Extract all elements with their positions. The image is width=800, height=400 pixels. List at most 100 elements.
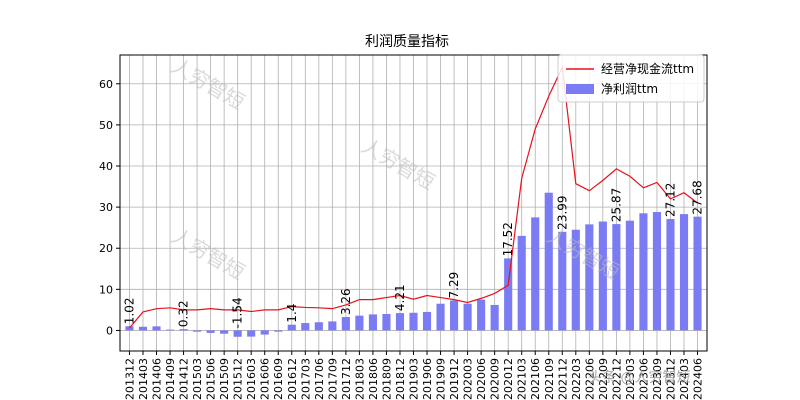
x-tick-label: 202109 bbox=[543, 358, 556, 400]
x-tick-label: 201606 bbox=[259, 358, 272, 400]
legend-bar-swatch bbox=[566, 84, 594, 94]
bar bbox=[463, 303, 472, 331]
y-tick-label: 60 bbox=[99, 78, 113, 91]
watermark-text: 人穷智短 bbox=[168, 224, 249, 285]
x-tick-label: 202406 bbox=[692, 358, 705, 400]
bar bbox=[193, 330, 202, 332]
bar bbox=[152, 326, 161, 331]
x-tick-label: 202303 bbox=[624, 358, 637, 400]
bar bbox=[368, 314, 377, 331]
bar bbox=[409, 312, 418, 331]
x-tick-label: 201912 bbox=[448, 358, 461, 400]
line-series bbox=[129, 65, 698, 329]
data-label: 17.52 bbox=[501, 222, 515, 256]
bar bbox=[395, 313, 405, 331]
data-label: 3.26 bbox=[339, 288, 353, 315]
data-label: 27.12 bbox=[663, 183, 677, 217]
x-tick-label: 202006 bbox=[475, 358, 488, 400]
x-tick-label: 201403 bbox=[137, 358, 150, 400]
x-tick-label: 201612 bbox=[286, 358, 299, 400]
data-label: 27.68 bbox=[691, 180, 705, 214]
bar bbox=[693, 216, 702, 331]
x-tick-label: 201803 bbox=[353, 358, 366, 400]
legend: 经营净现金流ttm 净利润ttm bbox=[557, 54, 705, 103]
x-tick-label: 202003 bbox=[462, 358, 475, 400]
data-label: 7.29 bbox=[447, 272, 461, 299]
bar bbox=[666, 218, 675, 331]
legend-entry-netprofit: 净利润ttm bbox=[601, 82, 658, 96]
data-label: 25.87 bbox=[609, 188, 623, 222]
watermark-text: 人穷智短 bbox=[543, 224, 624, 285]
x-tick-label: 201509 bbox=[218, 358, 231, 400]
x-tick-label: 202009 bbox=[489, 358, 502, 400]
x-axis-ticks: 201312 201403 201406 201409 201412 201503 2015… bbox=[123, 351, 705, 400]
data-label: 23.99 bbox=[555, 195, 569, 229]
x-tick-label: 201906 bbox=[421, 358, 434, 400]
bar bbox=[138, 326, 148, 331]
data-label: 1.02 bbox=[122, 298, 136, 325]
x-tick-label: 201806 bbox=[367, 358, 380, 400]
bar bbox=[179, 329, 188, 331]
data-labels: 1.02 0.32 -1.54 1.4 3.26 4.21 7.29 17.52 23.99 25… bbox=[122, 180, 704, 328]
x-tick-label: 201712 bbox=[340, 358, 353, 400]
bar bbox=[125, 326, 134, 331]
bar bbox=[314, 322, 323, 331]
bar bbox=[247, 330, 256, 337]
x-tick-label: 201609 bbox=[272, 358, 285, 400]
x-tick-label: 201703 bbox=[299, 358, 312, 400]
y-tick-label: 40 bbox=[99, 160, 113, 173]
bar bbox=[341, 317, 350, 331]
x-tick-label: 202206 bbox=[583, 358, 596, 400]
y-tick-label: 50 bbox=[99, 119, 113, 132]
bar bbox=[260, 330, 269, 335]
bar bbox=[598, 221, 607, 331]
data-label: 1.4 bbox=[285, 304, 299, 323]
bar bbox=[220, 330, 229, 334]
bar bbox=[585, 224, 594, 331]
bar bbox=[504, 258, 513, 331]
bar bbox=[206, 330, 215, 333]
bar bbox=[165, 329, 175, 331]
x-tick-label: 201506 bbox=[205, 358, 218, 400]
x-tick-label: 202106 bbox=[529, 358, 542, 400]
bar bbox=[450, 300, 459, 331]
bar bbox=[625, 220, 634, 331]
x-tick-label: 202209 bbox=[597, 358, 610, 400]
x-tick-label: 201909 bbox=[435, 358, 448, 400]
bar bbox=[679, 214, 689, 331]
x-tick-label: 201409 bbox=[164, 358, 177, 400]
x-tick-label: 201406 bbox=[151, 358, 164, 400]
x-tick-label: 202212 bbox=[610, 358, 623, 400]
bar-series bbox=[125, 192, 702, 337]
bar bbox=[355, 315, 364, 331]
legend-box bbox=[557, 54, 705, 103]
x-tick-label: 201709 bbox=[326, 358, 339, 400]
bar bbox=[301, 323, 310, 331]
bar bbox=[274, 330, 283, 332]
y-tick-label: 10 bbox=[99, 283, 113, 296]
x-tick-label: 201503 bbox=[191, 358, 204, 400]
x-tick-label: 201903 bbox=[408, 358, 421, 400]
y-axis-ticks: 0 10 20 30 40 50 60 bbox=[99, 78, 120, 337]
y-tick-label: 0 bbox=[106, 324, 113, 337]
bar bbox=[558, 231, 567, 331]
bar bbox=[490, 304, 499, 331]
x-tick-label: 201603 bbox=[245, 358, 258, 400]
bar bbox=[544, 192, 553, 331]
x-tick-label: 202103 bbox=[516, 358, 529, 400]
bar bbox=[233, 330, 242, 337]
watermark-corner: 头条 @人穷智短 bbox=[588, 369, 690, 386]
x-tick-label: 201512 bbox=[232, 358, 245, 400]
x-tick-label: 202112 bbox=[556, 358, 569, 400]
y-tick-label: 30 bbox=[99, 201, 113, 214]
x-tick-label: 202203 bbox=[570, 358, 583, 400]
x-tick-label: 202012 bbox=[502, 358, 515, 400]
legend-entry-cashflow: 经营净现金流ttm bbox=[601, 61, 694, 76]
data-label: 4.21 bbox=[393, 284, 407, 311]
bar bbox=[639, 213, 648, 331]
x-tick-label: 201809 bbox=[380, 358, 393, 400]
x-tick-label: 202306 bbox=[637, 358, 650, 400]
x-tick-label: 202403 bbox=[678, 358, 691, 400]
